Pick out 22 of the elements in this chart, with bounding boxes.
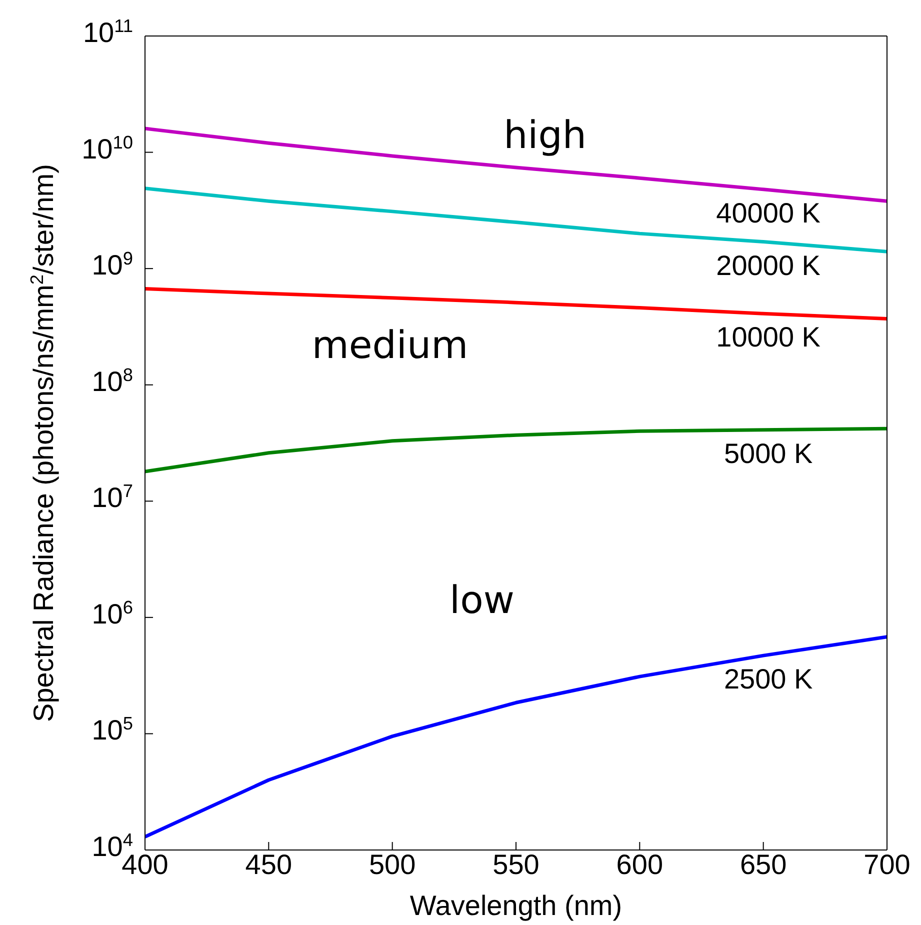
y-tick-label: 10$^{6}$ xyxy=(92,597,133,630)
series-label: 10000 K xyxy=(716,322,821,353)
y-tick-label: 10$^{10}$ xyxy=(82,132,133,164)
y-tick-label: 10$^{9}$ xyxy=(92,248,133,281)
y-tick-label: 10$^{11}$ xyxy=(82,16,133,48)
x-tick-label: 650 xyxy=(740,849,787,880)
x-tick-label: 600 xyxy=(616,849,664,880)
series-label: 5000 K xyxy=(724,438,814,469)
x-tick-label: 700 xyxy=(864,849,910,880)
series-label: 40000 K xyxy=(716,197,821,228)
y-tick-label: 10$^{7}$ xyxy=(92,481,133,514)
annotation: low xyxy=(450,578,514,622)
annotation: high xyxy=(504,113,586,157)
series-label: 2500 K xyxy=(724,664,814,695)
x-axis-title: Wavelength (nm) xyxy=(410,890,622,921)
annotation: medium xyxy=(312,323,468,367)
x-tick-label: 550 xyxy=(492,849,540,880)
x-tick-label: 450 xyxy=(245,849,292,880)
x-tick-label: 500 xyxy=(368,849,416,880)
y-tick-label: 10$^{5}$ xyxy=(92,714,133,746)
y-tick-label: 10$^{8}$ xyxy=(92,364,133,397)
series-label: 20000 K xyxy=(716,250,821,281)
